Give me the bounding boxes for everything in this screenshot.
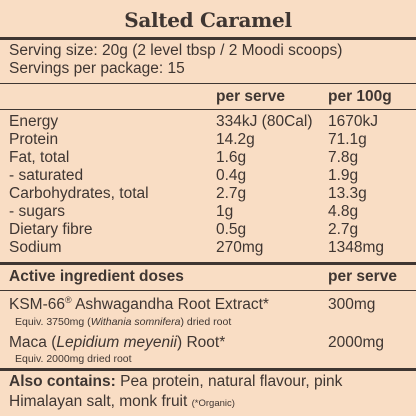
nutrient-per-serve: 2.7g: [216, 185, 247, 202]
nutrient-row-protein: Protein 14.2g 71.1g: [0, 131, 416, 149]
nutrient-per-100g: 2.7g: [328, 221, 359, 238]
divider: [0, 368, 416, 371]
header-per-serve: per serve: [216, 88, 285, 105]
nutrient-row-carbohydrates: Carbohydrates, total 2.7g 13.3g: [0, 185, 416, 203]
nutrient-row-saturated: - saturated 0.4g 1.9g: [0, 167, 416, 185]
nutrient-per-100g: 1670kJ: [328, 113, 378, 130]
nutrient-per-100g: 1.9g: [328, 167, 359, 184]
active-ingredient-ashwagandha: KSM-66® Ashwagandha Root Extract* 300mg: [0, 294, 416, 314]
nutrient-name: Protein: [9, 131, 59, 148]
active-ingredient-maca: Maca (Lepidium meyenii) Root* 2000mg: [0, 334, 416, 352]
nutrient-name: Carbohydrates, total: [9, 185, 149, 202]
nutrient-name: Fat, total: [9, 149, 70, 166]
nutrient-row-energy: Energy 334kJ (80Cal) 1670kJ: [0, 113, 416, 131]
nutrient-name: Dietary fibre: [9, 221, 93, 238]
ingredient-equivalent: Equiv. 3750mg (Withania somnifera) dried…: [15, 316, 232, 328]
nutrient-per-serve: 0.4g: [216, 167, 247, 184]
product-title: Salted Caramel: [124, 8, 292, 32]
nutrient-row-fat: Fat, total 1.6g 7.8g: [0, 149, 416, 167]
nutrition-header-row: per serve per 100g: [0, 88, 416, 106]
nutrient-name: - saturated: [9, 167, 84, 184]
nutrient-per-100g: 7.8g: [328, 149, 359, 166]
nutrient-per-serve: 0.5g: [216, 221, 247, 238]
header-per-100g: per 100g: [328, 88, 392, 105]
ingredient-equivalent: Equiv. 2000mg dried root: [15, 353, 132, 365]
nutrient-per-100g: 13.3g: [328, 185, 367, 202]
nutrient-per-serve: 1.6g: [216, 149, 247, 166]
divider: [0, 83, 416, 84]
nutrient-per-100g: 71.1g: [328, 131, 367, 148]
ingredient-dose: 300mg: [328, 296, 376, 313]
active-ingredients-header: Active ingredient doses per serve: [0, 268, 416, 286]
ingredient-name: KSM-66® Ashwagandha Root Extract*: [9, 294, 269, 313]
active-per-serve-header: per serve: [328, 268, 397, 285]
nutrient-row-fibre: Dietary fibre 0.5g 2.7g: [0, 221, 416, 239]
nutrient-per-serve: 1g: [216, 203, 234, 220]
ingredient-dose: 2000mg: [328, 334, 385, 351]
nutrient-per-serve: 14.2g: [216, 131, 255, 148]
divider: [0, 262, 416, 265]
nutrient-name: - sugars: [9, 203, 65, 220]
nutrient-per-serve: 334kJ (80Cal): [216, 113, 313, 130]
nutrient-per-100g: 4.8g: [328, 203, 359, 220]
also-contains: Also contains: Pea protein, natural flav…: [9, 373, 343, 410]
nutrient-name: Sodium: [9, 239, 62, 256]
divider: [0, 109, 416, 110]
nutrient-per-100g: 1348mg: [328, 239, 385, 256]
nutrient-per-serve: 270mg: [216, 239, 264, 256]
servings-per-package: Servings per package: 15: [9, 60, 185, 77]
nutrient-row-sugars: - sugars 1g 4.8g: [0, 203, 416, 221]
nutrient-name: Energy: [9, 113, 59, 130]
divider: [0, 290, 416, 291]
nutrient-row-sodium: Sodium 270mg 1348mg: [0, 239, 416, 257]
ingredient-name: Maca (Lepidium meyenii) Root*: [9, 334, 226, 351]
active-heading: Active ingredient doses: [9, 268, 184, 285]
serving-size: Serving size: 20g (2 level tbsp / 2 Mood…: [9, 42, 343, 59]
divider: [0, 37, 416, 40]
